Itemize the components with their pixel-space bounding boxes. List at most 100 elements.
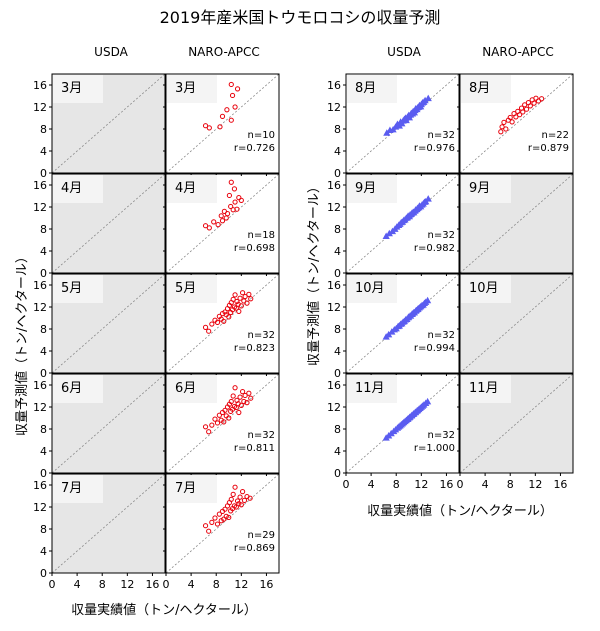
data-point: [228, 203, 234, 210]
data-point: [242, 392, 248, 399]
data-point: [236, 501, 242, 507]
y-tick-label: 4: [334, 345, 341, 358]
x-tick-label: 8: [213, 578, 220, 591]
y-tick-label: 8: [334, 423, 341, 436]
data-point: [219, 113, 226, 119]
data-point: [248, 296, 254, 302]
data-point: [509, 119, 515, 125]
month-label-box: [461, 75, 511, 103]
correlation-label: r=0.879: [528, 143, 569, 154]
data-point: [236, 308, 242, 314]
y-tick-label: 12: [33, 201, 47, 214]
data-point: [206, 125, 212, 131]
data-point: [501, 119, 507, 126]
correlation-label: r=0.982: [414, 243, 455, 254]
data-point: [214, 521, 221, 527]
data-point: [238, 197, 244, 203]
data-point: [246, 291, 252, 297]
n-count-label: n=18: [248, 230, 275, 241]
data-point: [236, 409, 242, 416]
data-point: [513, 114, 519, 120]
data-point: [241, 398, 247, 405]
data-point: [226, 415, 232, 421]
correlation-label: r=0.698: [234, 243, 275, 254]
data-point: [212, 416, 218, 422]
correlation-label: r=0.726: [234, 143, 275, 154]
x-tick-label: 16: [145, 578, 159, 591]
correlation-label: r=1.000: [414, 443, 455, 454]
x-tick-label: 8: [99, 578, 106, 591]
y-tick-label: 16: [33, 379, 47, 392]
n-count-label: n=29: [248, 530, 275, 541]
y-tick-label: 8: [40, 123, 47, 136]
panel-frame: [165, 373, 280, 474]
one-to-one-line: [345, 173, 460, 274]
panel-8-naro-apcc: 8月 n=22 r=0.879: [457, 73, 574, 176]
y-tick-label: 8: [334, 123, 341, 136]
data-point: [228, 179, 234, 185]
panel-frame: [51, 473, 166, 574]
one-to-one-line: [165, 473, 280, 574]
y-tick-label: 4: [40, 345, 47, 358]
column-header-right-naro-apcc: NARO-APCC: [482, 45, 554, 59]
panel-frame: [459, 73, 574, 174]
data-point: [507, 114, 513, 121]
month-label: 5月: [61, 281, 82, 296]
x-tick-label: 8: [393, 478, 400, 491]
y-tick-label: 16: [33, 79, 47, 92]
data-point: [202, 324, 209, 330]
one-to-one-line: [51, 273, 166, 374]
month-label-box: [53, 375, 103, 403]
one-to-one-line: [459, 173, 574, 274]
y-tick-label: 16: [327, 279, 341, 292]
data-point: [498, 129, 504, 135]
n-count-label: n=32: [248, 430, 275, 441]
y-tick-label: 4: [40, 245, 47, 258]
column-header-left-usda: USDA: [94, 45, 128, 59]
one-to-one-line: [459, 273, 574, 374]
y-tick-label: 16: [327, 179, 341, 192]
n-count-label: n=32: [428, 330, 455, 341]
data-point: [206, 528, 212, 534]
x-tick-label: 0: [343, 478, 350, 491]
y-tick-label: 12: [327, 101, 341, 114]
x-tick-label: 16: [439, 478, 453, 491]
data-point: [219, 218, 226, 224]
y-tick-label: 8: [334, 323, 341, 336]
data-point: [232, 484, 238, 490]
y-tick-label: 12: [33, 501, 47, 514]
month-label: 6月: [61, 381, 82, 396]
left-y-axis-title: 収量予測値（トン/ヘクタール）: [14, 250, 30, 436]
data-point: [237, 394, 243, 400]
data-point: [242, 293, 248, 300]
panel-grid: 3月 0 4 8 12 16 3月 n=10 r=0.726 8月 0 4 8 12 16 n=32 r=0.9…: [33, 73, 574, 591]
data-point: [531, 100, 537, 106]
data-point: [385, 229, 393, 237]
month-label-box: [53, 275, 103, 303]
x-tick-label: 12: [120, 578, 134, 591]
month-label-box: [167, 75, 217, 103]
month-label-box: [167, 275, 217, 303]
left-x-axis-title: 収量実績値（トン/ヘクタール）: [71, 602, 257, 618]
n-count-label: n=22: [542, 130, 569, 141]
data-point: [228, 398, 234, 405]
month-label-box: [53, 175, 103, 203]
y-tick-label: 16: [33, 179, 47, 192]
data-point: [206, 225, 212, 231]
data-point: [517, 112, 523, 118]
data-point: [527, 103, 533, 109]
panel-frame: [51, 273, 166, 374]
y-tick-label: 12: [327, 301, 341, 314]
data-point: [238, 303, 244, 309]
panel-7-usda: 7月 0 4 8 12 16 0 4 8 12 16: [33, 473, 166, 591]
x-tick-label: 4: [74, 578, 81, 591]
panel-11-usda: 11月 0 4 8 12 16 0 4 8 12 16 n=32 r=1.000: [327, 373, 460, 491]
n-count-label: n=32: [428, 430, 455, 441]
month-label-box: [461, 175, 511, 203]
data-point: [232, 104, 238, 110]
y-tick-label: 0: [40, 467, 47, 480]
x-tick-label: 0: [49, 578, 56, 591]
panel-10-usda: 10月 0 4 8 12 16 n=32 r=0.994: [327, 273, 460, 380]
panel-frame: [165, 173, 280, 274]
data-point: [499, 124, 505, 130]
